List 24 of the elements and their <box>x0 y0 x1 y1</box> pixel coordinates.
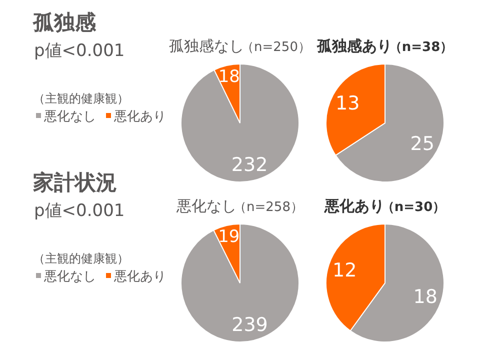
chart-title: 悪化あり（n=30） <box>323 197 446 215</box>
text: p値<0.001 <box>34 201 125 222</box>
legend-label: 悪化あり <box>113 270 166 285</box>
data-label: 13 <box>336 92 360 115</box>
text: 孤独感 <box>32 10 97 35</box>
pie-slice <box>180 224 300 342</box>
legend-label: 悪化あり <box>113 110 166 125</box>
data-label: 232 <box>231 154 268 176</box>
legend-title: （主観的健康観） <box>33 251 129 266</box>
legend-label: 悪化なし <box>43 270 96 285</box>
data-label: 12 <box>332 260 357 282</box>
legend-label: 悪化なし <box>43 110 96 125</box>
legend-title: （主観的健康観） <box>33 91 129 106</box>
pie-slice <box>180 64 300 182</box>
text: p値<0.001 <box>34 41 125 62</box>
data-label: 239 <box>232 314 268 336</box>
chart-title: 孤独感あり（n=38） <box>316 37 454 55</box>
data-label: 18 <box>413 286 438 308</box>
data-label: 19 <box>218 227 240 248</box>
chart-title: 孤独感なし（n=250） <box>169 37 311 55</box>
text: 家計状況 <box>32 170 117 195</box>
data-label: 18 <box>218 66 240 87</box>
data-label: 25 <box>410 133 434 156</box>
chart-title: 悪化なし（n=258） <box>176 197 304 215</box>
